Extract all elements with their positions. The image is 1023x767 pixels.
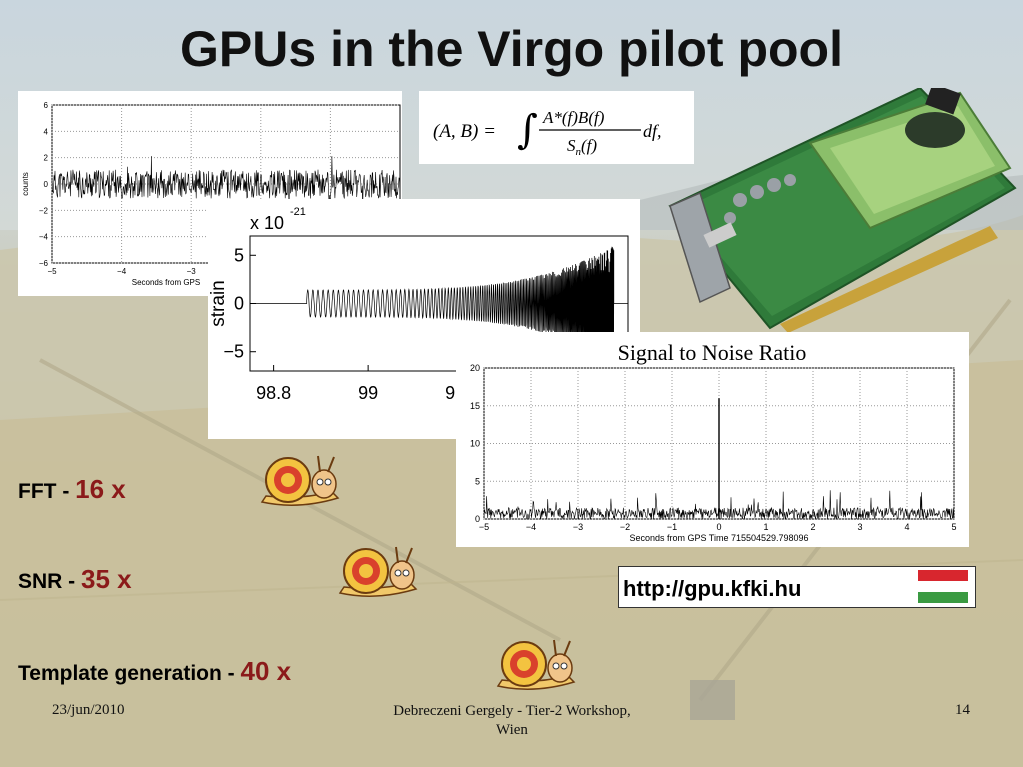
- speedup-snr: SNR - 35 x: [18, 564, 132, 595]
- gpu-card-image: [668, 88, 1017, 333]
- y-tick-label: 0: [44, 180, 49, 189]
- snr-plot-panel: Signal to Noise Ratio −5 −4 −3 −2 −1 0 1 2 3 4 5 20 1…: [456, 332, 969, 547]
- x-tick-label: −4: [526, 522, 536, 532]
- x-tick-label: −1: [667, 522, 677, 532]
- y-tick-label: 0: [475, 514, 480, 524]
- y-tick-label: 5: [234, 245, 244, 265]
- y-tick-label: −6: [39, 259, 49, 268]
- speedup-fft-factor: 16 x: [75, 474, 126, 504]
- y-tick-label: −5: [223, 342, 244, 362]
- snail-icon: [260, 455, 340, 506]
- x-tick-label: −4: [117, 267, 127, 276]
- x-tick-label: 1: [763, 522, 768, 532]
- snail-icon: [338, 546, 418, 597]
- y-tick-label: 10: [470, 439, 480, 449]
- formula-graphic: (A, B) = ∫ A*(f)B(f) Sn(f) df,: [433, 107, 662, 158]
- speedup-snr-factor: 35 x: [81, 564, 132, 594]
- x-axis-label: Seconds from GPS: [132, 278, 200, 287]
- x-tick-label: 0: [716, 522, 721, 532]
- speedup-fft-name: FFT -: [18, 480, 76, 503]
- y-axis-label: strain: [208, 280, 229, 326]
- x-tick-label: 4: [904, 522, 909, 532]
- x-tick-label: −3: [187, 267, 197, 276]
- x-tick-label: −5: [479, 522, 489, 532]
- x-tick-label: −2: [620, 522, 630, 532]
- y-tick-label: 20: [470, 363, 480, 373]
- noise-series-line: [51, 155, 401, 213]
- chart-title: Signal to Noise Ratio: [618, 340, 807, 365]
- speedup-snr-name: SNR -: [18, 570, 81, 593]
- y-tick-label: 15: [470, 401, 480, 411]
- hungarian-flag-icon: [918, 570, 968, 603]
- snail-icon: [496, 639, 576, 690]
- y-tick-label: 2: [44, 154, 49, 163]
- speedup-template-name: Template generation -: [18, 662, 241, 685]
- footer-page-number: 14: [955, 702, 970, 718]
- x-tick-label: −5: [47, 267, 57, 276]
- project-url-link[interactable]: http://gpu.kfki.hu: [623, 576, 802, 601]
- y-tick-label: 4: [44, 127, 49, 136]
- project-url-box: http://gpu.kfki.hu: [618, 566, 976, 608]
- y-tick-label: 6: [44, 101, 49, 110]
- x-tick-label: 2: [810, 522, 815, 532]
- x-tick-label: 3: [857, 522, 862, 532]
- y-tick-label: −2: [39, 206, 49, 215]
- scale-label: x 10: [250, 213, 284, 233]
- formula-lhs: (A, B) =: [433, 121, 496, 142]
- y-axis-label: counts: [21, 172, 30, 196]
- speedup-template: Template generation - 40 x: [18, 656, 291, 687]
- footer-event-line1: Debreczeni Gergely - Tier-2 Workshop,: [393, 703, 631, 719]
- slide-title: GPUs in the Virgo pilot pool: [180, 21, 843, 77]
- speedup-template-factor: 40 x: [240, 656, 292, 686]
- formula-tail: df,: [643, 121, 662, 141]
- x-tick-label: 98.8: [256, 383, 291, 403]
- x-tick-label: 99: [358, 383, 378, 403]
- x-axis-label: Seconds from GPS Time 715504529.798096: [629, 533, 808, 543]
- formula-denominator: Sn(f): [567, 136, 597, 158]
- strain-chirp-line: [250, 246, 628, 359]
- x-tick-label: −3: [573, 522, 583, 532]
- y-tick-label: −4: [39, 233, 49, 242]
- footer-event-line2: Wien: [496, 722, 528, 738]
- formula-numerator: A*(f)B(f): [542, 108, 605, 127]
- y-tick-label: 0: [234, 294, 244, 314]
- footer-date: 23/jun/2010: [52, 702, 125, 718]
- y-tick-label: 5: [475, 476, 480, 486]
- speedup-fft: FFT - 16 x: [18, 474, 126, 505]
- inner-product-formula: (A, B) = ∫ A*(f)B(f) Sn(f) df,: [419, 91, 694, 164]
- footer-event: Debreczeni Gergely - Tier-2 Workshop, Wi…: [330, 702, 694, 740]
- integral-sign: ∫: [517, 107, 538, 153]
- snr-plot: Signal to Noise Ratio −5 −4 −3 −2 −1 0 1 2 3 4 5 20 1…: [470, 340, 957, 543]
- x-tick-label: 5: [951, 522, 956, 532]
- scale-exponent: -21: [290, 206, 306, 218]
